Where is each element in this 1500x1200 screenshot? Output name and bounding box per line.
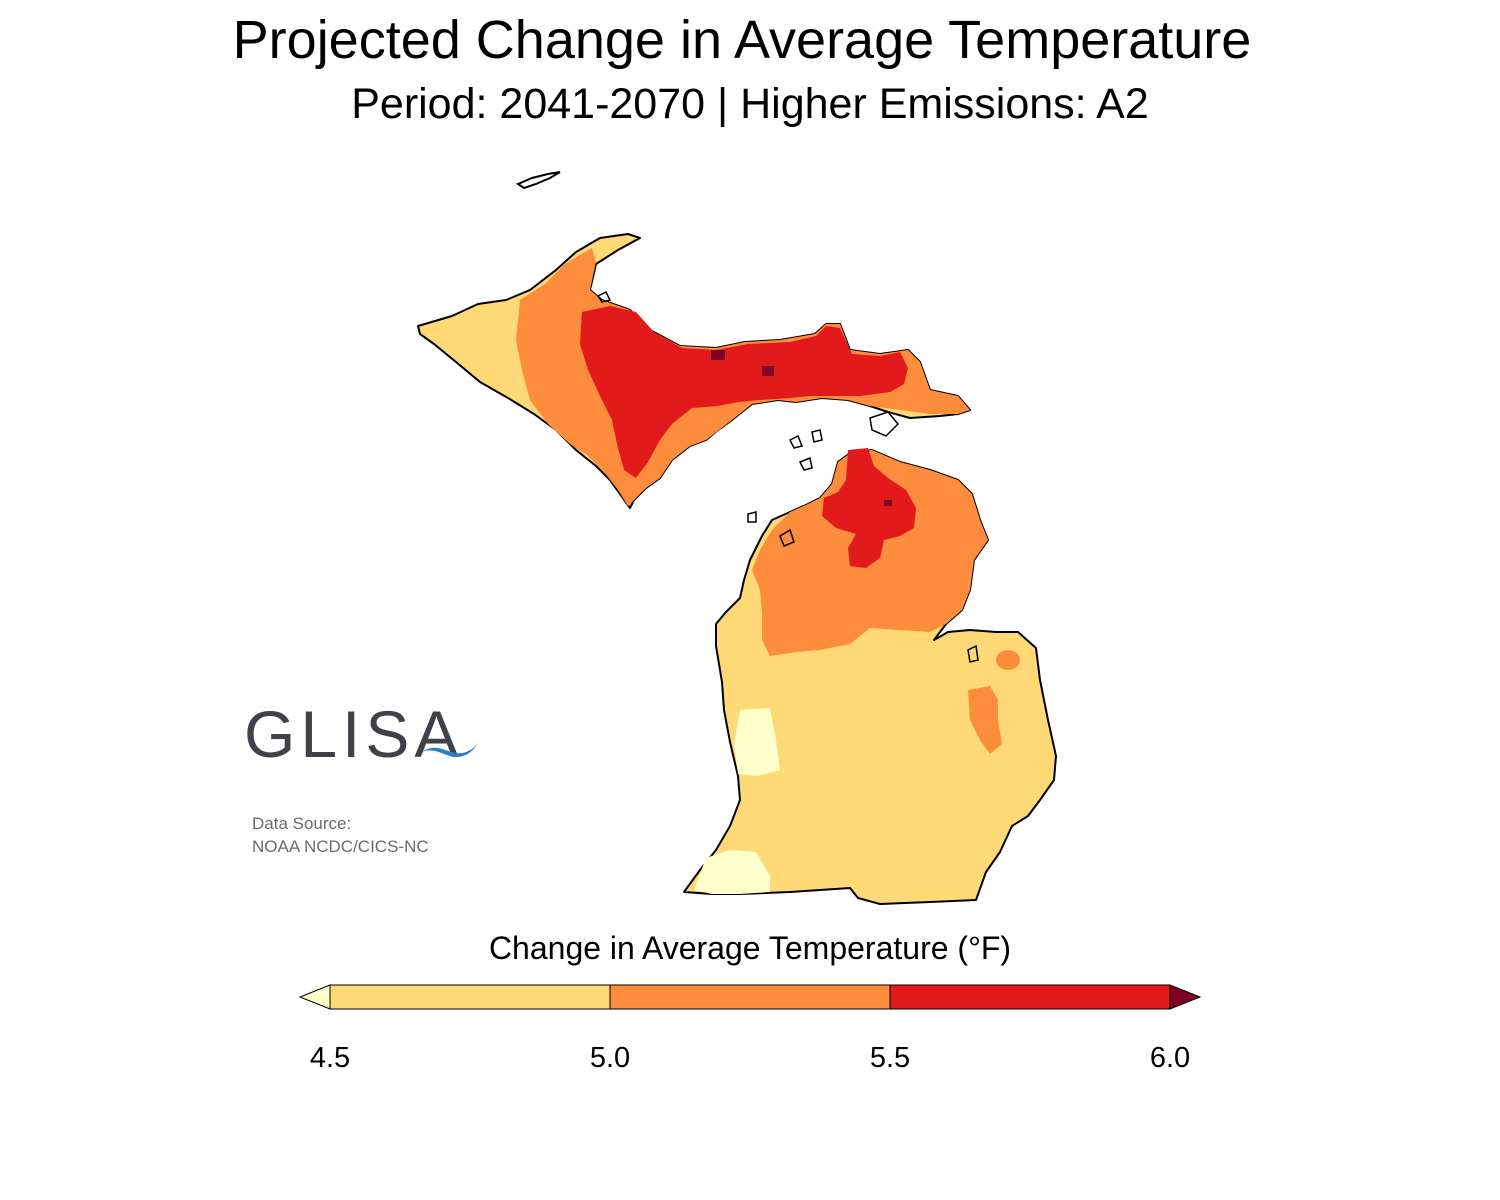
data-source-label: Data Source: [252, 814, 352, 833]
lower-peninsula-pale-zone [694, 850, 770, 894]
lower-peninsula-pale-zone [734, 708, 780, 776]
hotspot-patch [711, 350, 725, 360]
lower-peninsula-red-zone [822, 448, 916, 568]
colorbar-low-arrow [298, 984, 331, 1010]
colorbar-tick-label: 5.0 [589, 1042, 631, 1074]
isle-royale-outline [515, 171, 561, 190]
colorbar-tick-label: 4.5 [309, 1042, 351, 1074]
colorbar-bin [329, 984, 611, 1010]
map-subtitle: Period: 2041-2070 | Higher Emissions: A2 [351, 80, 1149, 128]
thumb-orange-zone [996, 650, 1020, 670]
legend-title: Change in Average Temperature (°F) [488, 930, 1012, 966]
hotspot-patch [762, 366, 774, 376]
map-title: Projected Change in Average Temperature [232, 10, 1252, 70]
colorbar-bin [609, 984, 891, 1010]
michigan-temperature-map [417, 171, 1057, 905]
colorbar-tick-label: 6.0 [1149, 1042, 1191, 1074]
thumb-orange-zone [968, 686, 1002, 754]
colorbar-tick-label: 5.5 [869, 1042, 911, 1074]
upper-peninsula-red-zone [580, 306, 908, 478]
logo-wordmark: GLISA [244, 697, 464, 771]
island-outline [596, 290, 979, 663]
data-source-value: NOAA NCDC/CICS-NC [252, 837, 429, 856]
glisa-logo: GLISA [244, 696, 484, 776]
colorbar-bin [889, 984, 1171, 1010]
colorbar-high-arrow [1169, 984, 1202, 1010]
wave-icon [422, 742, 478, 758]
hotspot-patch [884, 500, 892, 506]
data-source: Data Source: NOAA NCDC/CICS-NC [252, 812, 429, 858]
